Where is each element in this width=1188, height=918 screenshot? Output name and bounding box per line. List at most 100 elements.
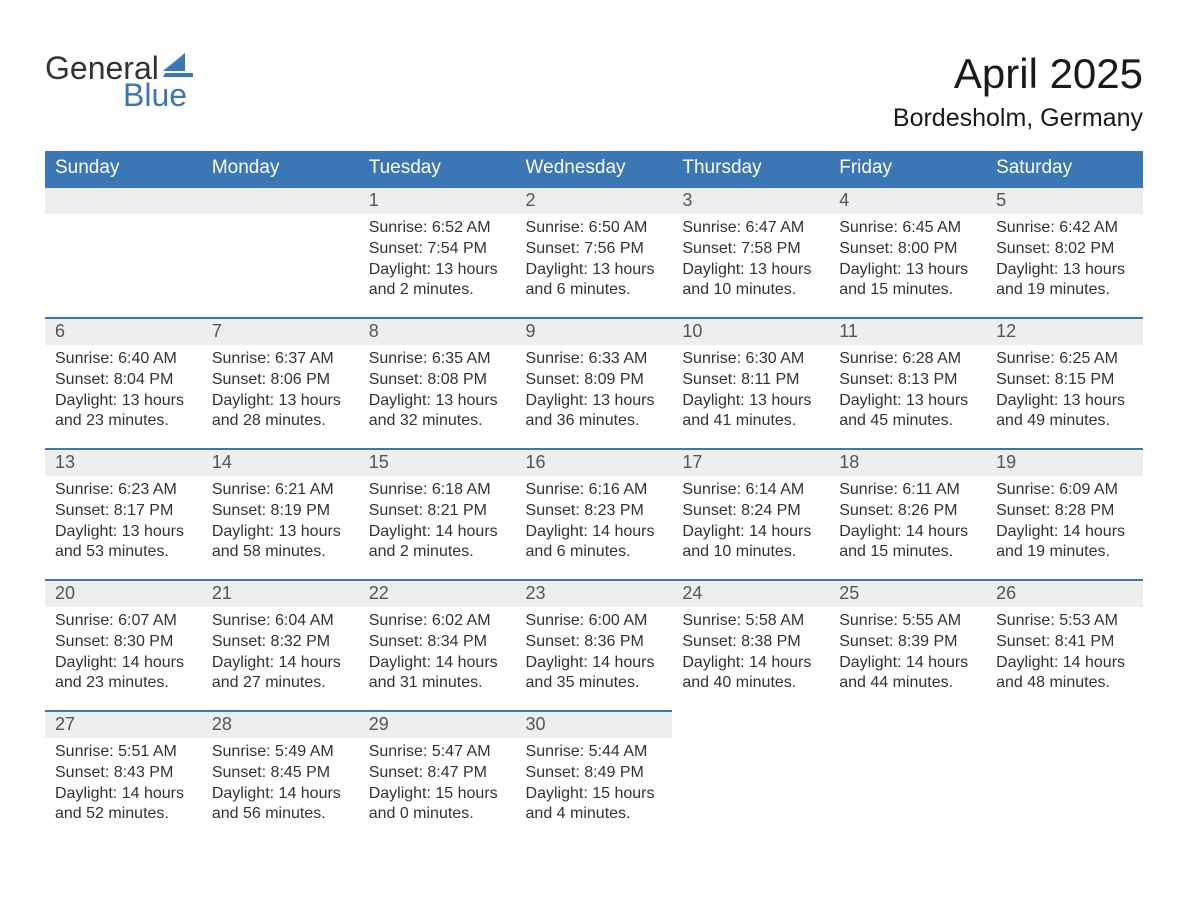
sunrise-text: Sunrise: 6:02 AM <box>369 611 506 632</box>
day-header: Tuesday <box>359 151 516 186</box>
day-number: 12 <box>986 319 1143 345</box>
sunrise-text: Sunrise: 6:40 AM <box>55 349 192 370</box>
day-cell: 15Sunrise: 6:18 AMSunset: 8:21 PMDayligh… <box>359 448 516 579</box>
daylight-text: Daylight: 14 hours and 40 minutes. <box>682 653 819 695</box>
sunset-text: Sunset: 8:28 PM <box>996 501 1133 522</box>
day-number: 25 <box>829 581 986 607</box>
sunset-text: Sunset: 8:39 PM <box>839 632 976 653</box>
daylight-text: Daylight: 15 hours and 0 minutes. <box>369 784 506 826</box>
sunrise-text: Sunrise: 6:16 AM <box>526 480 663 501</box>
day-number: 10 <box>672 319 829 345</box>
day-cell: 5Sunrise: 6:42 AMSunset: 8:02 PMDaylight… <box>986 186 1143 317</box>
day-cell: 9Sunrise: 6:33 AMSunset: 8:09 PMDaylight… <box>516 317 673 448</box>
daylight-text: Daylight: 14 hours and 48 minutes. <box>996 653 1133 695</box>
daylight-text: Daylight: 13 hours and 15 minutes. <box>839 260 976 302</box>
sunrise-text: Sunrise: 6:00 AM <box>526 611 663 632</box>
day-details: Sunrise: 6:40 AMSunset: 8:04 PMDaylight:… <box>45 345 202 442</box>
flag-icon <box>163 53 193 77</box>
day-cell: 23Sunrise: 6:00 AMSunset: 8:36 PMDayligh… <box>516 579 673 710</box>
daylight-text: Daylight: 13 hours and 53 minutes. <box>55 522 192 564</box>
sunrise-text: Sunrise: 6:25 AM <box>996 349 1133 370</box>
day-details: Sunrise: 6:02 AMSunset: 8:34 PMDaylight:… <box>359 607 516 704</box>
day-cell: 10Sunrise: 6:30 AMSunset: 8:11 PMDayligh… <box>672 317 829 448</box>
sunset-text: Sunset: 8:08 PM <box>369 370 506 391</box>
day-number: 20 <box>45 581 202 607</box>
day-header: Sunday <box>45 151 202 186</box>
week-row: 6Sunrise: 6:40 AMSunset: 8:04 PMDaylight… <box>45 317 1143 448</box>
sunset-text: Sunset: 8:26 PM <box>839 501 976 522</box>
empty-day-cell <box>829 710 986 841</box>
daylight-text: Daylight: 14 hours and 2 minutes. <box>369 522 506 564</box>
sunrise-text: Sunrise: 6:30 AM <box>682 349 819 370</box>
day-number: 22 <box>359 581 516 607</box>
month-title: April 2025 <box>893 50 1143 98</box>
sunset-text: Sunset: 8:45 PM <box>212 763 349 784</box>
logo: General Blue <box>45 50 193 114</box>
sunset-text: Sunset: 8:04 PM <box>55 370 192 391</box>
day-details: Sunrise: 6:50 AMSunset: 7:56 PMDaylight:… <box>516 214 673 311</box>
daylight-text: Daylight: 13 hours and 6 minutes. <box>526 260 663 302</box>
day-number: 16 <box>516 450 673 476</box>
day-number: 4 <box>829 188 986 214</box>
day-details: Sunrise: 6:07 AMSunset: 8:30 PMDaylight:… <box>45 607 202 704</box>
day-details: Sunrise: 6:18 AMSunset: 8:21 PMDaylight:… <box>359 476 516 573</box>
day-cell: 24Sunrise: 5:58 AMSunset: 8:38 PMDayligh… <box>672 579 829 710</box>
sunset-text: Sunset: 8:11 PM <box>682 370 819 391</box>
day-cell: 27Sunrise: 5:51 AMSunset: 8:43 PMDayligh… <box>45 710 202 841</box>
sunset-text: Sunset: 8:47 PM <box>369 763 506 784</box>
daylight-text: Daylight: 14 hours and 23 minutes. <box>55 653 192 695</box>
daylight-text: Daylight: 14 hours and 10 minutes. <box>682 522 819 564</box>
day-number: 3 <box>672 188 829 214</box>
day-details: Sunrise: 5:47 AMSunset: 8:47 PMDaylight:… <box>359 738 516 835</box>
day-number: 8 <box>359 319 516 345</box>
daylight-text: Daylight: 13 hours and 23 minutes. <box>55 391 192 433</box>
day-cell: 7Sunrise: 6:37 AMSunset: 8:06 PMDaylight… <box>202 317 359 448</box>
sunrise-text: Sunrise: 6:14 AM <box>682 480 819 501</box>
day-number: 21 <box>202 581 359 607</box>
day-details: Sunrise: 6:14 AMSunset: 8:24 PMDaylight:… <box>672 476 829 573</box>
day-details: Sunrise: 5:53 AMSunset: 8:41 PMDaylight:… <box>986 607 1143 704</box>
day-number: 23 <box>516 581 673 607</box>
day-number: 28 <box>202 712 359 738</box>
day-details: Sunrise: 5:58 AMSunset: 8:38 PMDaylight:… <box>672 607 829 704</box>
daylight-text: Daylight: 13 hours and 32 minutes. <box>369 391 506 433</box>
sunset-text: Sunset: 8:02 PM <box>996 239 1133 260</box>
day-cell: 19Sunrise: 6:09 AMSunset: 8:28 PMDayligh… <box>986 448 1143 579</box>
sunset-text: Sunset: 8:32 PM <box>212 632 349 653</box>
sunrise-text: Sunrise: 6:47 AM <box>682 218 819 239</box>
sunrise-text: Sunrise: 6:42 AM <box>996 218 1133 239</box>
day-number: 17 <box>672 450 829 476</box>
daylight-text: Daylight: 14 hours and 52 minutes. <box>55 784 192 826</box>
daylight-text: Daylight: 14 hours and 56 minutes. <box>212 784 349 826</box>
logo-text-blue: Blue <box>123 77 187 114</box>
sunset-text: Sunset: 8:17 PM <box>55 501 192 522</box>
day-number: 18 <box>829 450 986 476</box>
day-details: Sunrise: 6:00 AMSunset: 8:36 PMDaylight:… <box>516 607 673 704</box>
sunrise-text: Sunrise: 5:55 AM <box>839 611 976 632</box>
daylight-text: Daylight: 13 hours and 45 minutes. <box>839 391 976 433</box>
sunset-text: Sunset: 8:19 PM <box>212 501 349 522</box>
day-number: 13 <box>45 450 202 476</box>
day-number: 30 <box>516 712 673 738</box>
day-number: 7 <box>202 319 359 345</box>
day-header: Monday <box>202 151 359 186</box>
day-cell: 1Sunrise: 6:52 AMSunset: 7:54 PMDaylight… <box>359 186 516 317</box>
daylight-text: Daylight: 15 hours and 4 minutes. <box>526 784 663 826</box>
day-number: 29 <box>359 712 516 738</box>
day-cell: 21Sunrise: 6:04 AMSunset: 8:32 PMDayligh… <box>202 579 359 710</box>
daylight-text: Daylight: 14 hours and 15 minutes. <box>839 522 976 564</box>
day-details: Sunrise: 6:09 AMSunset: 8:28 PMDaylight:… <box>986 476 1143 573</box>
day-cell: 20Sunrise: 6:07 AMSunset: 8:30 PMDayligh… <box>45 579 202 710</box>
day-cell: 29Sunrise: 5:47 AMSunset: 8:47 PMDayligh… <box>359 710 516 841</box>
sunset-text: Sunset: 7:54 PM <box>369 239 506 260</box>
sunrise-text: Sunrise: 5:49 AM <box>212 742 349 763</box>
sunrise-text: Sunrise: 6:35 AM <box>369 349 506 370</box>
empty-day-cell <box>986 710 1143 841</box>
daylight-text: Daylight: 14 hours and 35 minutes. <box>526 653 663 695</box>
empty-day-cell <box>202 186 359 317</box>
sunrise-text: Sunrise: 6:33 AM <box>526 349 663 370</box>
daylight-text: Daylight: 13 hours and 36 minutes. <box>526 391 663 433</box>
day-number: 2 <box>516 188 673 214</box>
day-details: Sunrise: 6:33 AMSunset: 8:09 PMDaylight:… <box>516 345 673 442</box>
day-number: 1 <box>359 188 516 214</box>
